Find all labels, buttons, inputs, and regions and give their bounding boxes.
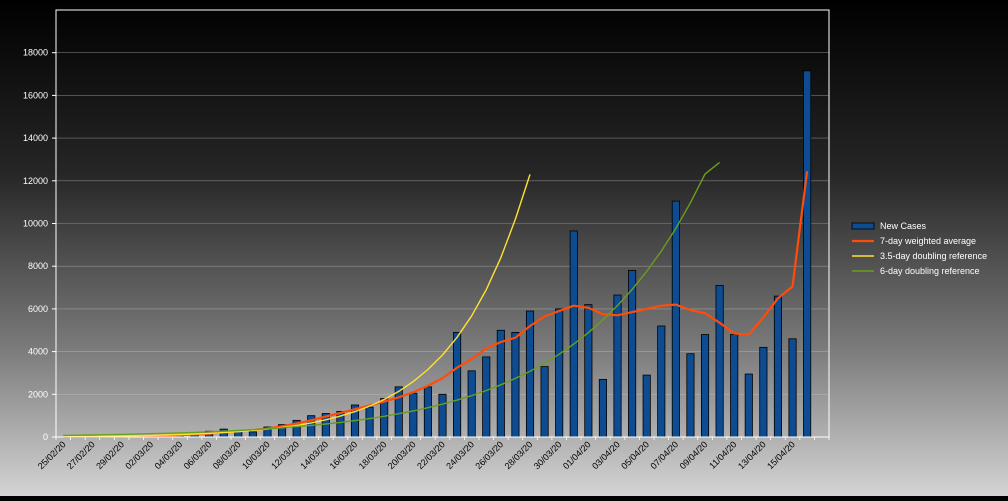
y-tick-label: 2000 (28, 389, 48, 399)
bar-new-cases (745, 374, 752, 437)
bar-new-cases (803, 71, 810, 437)
y-tick-label: 12000 (23, 176, 48, 186)
bar-new-cases (789, 339, 796, 437)
bar-new-cases (599, 379, 606, 437)
bar-new-cases (658, 326, 665, 437)
bar-new-cases (628, 270, 635, 437)
bar-new-cases (468, 371, 475, 437)
x-tick-label: 11/04/20 (707, 439, 738, 470)
x-tick-label: 02/03/20 (123, 439, 155, 471)
bar-new-cases (483, 357, 490, 437)
x-tick-label: 14/03/20 (298, 439, 330, 471)
x-tick-label: 22/03/20 (415, 439, 447, 471)
line-series-1 (63, 171, 807, 437)
bar-new-cases (774, 296, 781, 437)
x-tick-label: 30/03/20 (532, 439, 564, 471)
x-tick-label: 01/04/20 (561, 439, 593, 471)
x-tick-label: 26/03/20 (473, 439, 505, 471)
legend: New Cases 7-day weighted average 3.5-day d… (852, 221, 987, 276)
bar-new-cases (395, 387, 402, 437)
y-tick-label: 14000 (23, 133, 48, 143)
x-tick-label: 04/03/20 (153, 439, 185, 471)
bar-new-cases (410, 393, 417, 437)
x-tick-label: 06/03/20 (182, 439, 214, 471)
y-tick-label: 18000 (23, 48, 48, 58)
x-tick-label: 16/03/20 (328, 439, 360, 471)
bar-new-cases (249, 432, 256, 437)
bar-new-cases (687, 354, 694, 437)
x-tick-label: 28/03/20 (503, 439, 535, 471)
x-tick-label: 07/04/20 (648, 439, 680, 471)
x-tick-label: 13/04/20 (736, 439, 768, 471)
x-tick-label: 08/03/20 (211, 439, 243, 471)
bar-new-cases (439, 394, 446, 437)
legend-label: 7-day weighted average (880, 236, 976, 246)
legend-label: 3.5-day doubling reference (880, 251, 987, 261)
x-tick-label: 20/03/20 (386, 439, 418, 471)
x-tick-label: 25/02/20 (36, 439, 68, 471)
bar-new-cases (512, 332, 519, 437)
bar-new-cases (453, 332, 460, 437)
bar-new-cases (716, 285, 723, 437)
x-tick-label: 29/02/20 (94, 439, 126, 471)
bar-new-cases (381, 399, 388, 437)
bar-new-cases (585, 305, 592, 437)
x-axis: 25/02/2027/02/2029/02/2002/03/2004/03/20… (36, 437, 829, 471)
y-tick-label: 0 (43, 432, 48, 442)
bar-new-cases (570, 231, 577, 437)
bar-new-cases (526, 311, 533, 437)
bar-new-cases (643, 375, 650, 437)
gridlines (56, 53, 829, 395)
bar-new-cases (556, 309, 563, 437)
bar-new-cases (424, 387, 431, 437)
x-tick-label: 18/03/20 (357, 439, 389, 471)
y-tick-label: 6000 (28, 304, 48, 314)
x-tick-label: 24/03/20 (444, 439, 476, 471)
x-tick-label: 27/02/20 (65, 439, 97, 471)
y-axis: 0 2000 4000 6000 8000 10000 12000 14000 16000 180… (23, 10, 56, 442)
bar-new-cases (672, 201, 679, 437)
bar-new-cases (760, 347, 767, 437)
y-tick-label: 16000 (23, 90, 48, 100)
bar-new-cases (701, 335, 708, 437)
bar-new-cases (541, 367, 548, 437)
y-tick-label: 4000 (28, 347, 48, 357)
y-tick-label: 8000 (28, 261, 48, 271)
x-tick-label: 03/04/20 (590, 439, 622, 471)
x-tick-label: 15/04/20 (765, 439, 797, 471)
x-tick-label: 05/04/20 (619, 439, 651, 471)
legend-label: 6-day doubling reference (880, 266, 980, 276)
x-tick-label: 12/03/20 (269, 439, 301, 471)
bar-new-cases (731, 335, 738, 437)
line-series (63, 162, 807, 437)
legend-label: New Cases (880, 221, 927, 231)
bar-new-cases (366, 407, 373, 437)
y-tick-label: 10000 (23, 219, 48, 229)
x-tick-label: 09/04/20 (678, 439, 710, 471)
x-tick-label: 10/03/20 (240, 439, 272, 471)
legend-swatch-bar (852, 223, 874, 229)
